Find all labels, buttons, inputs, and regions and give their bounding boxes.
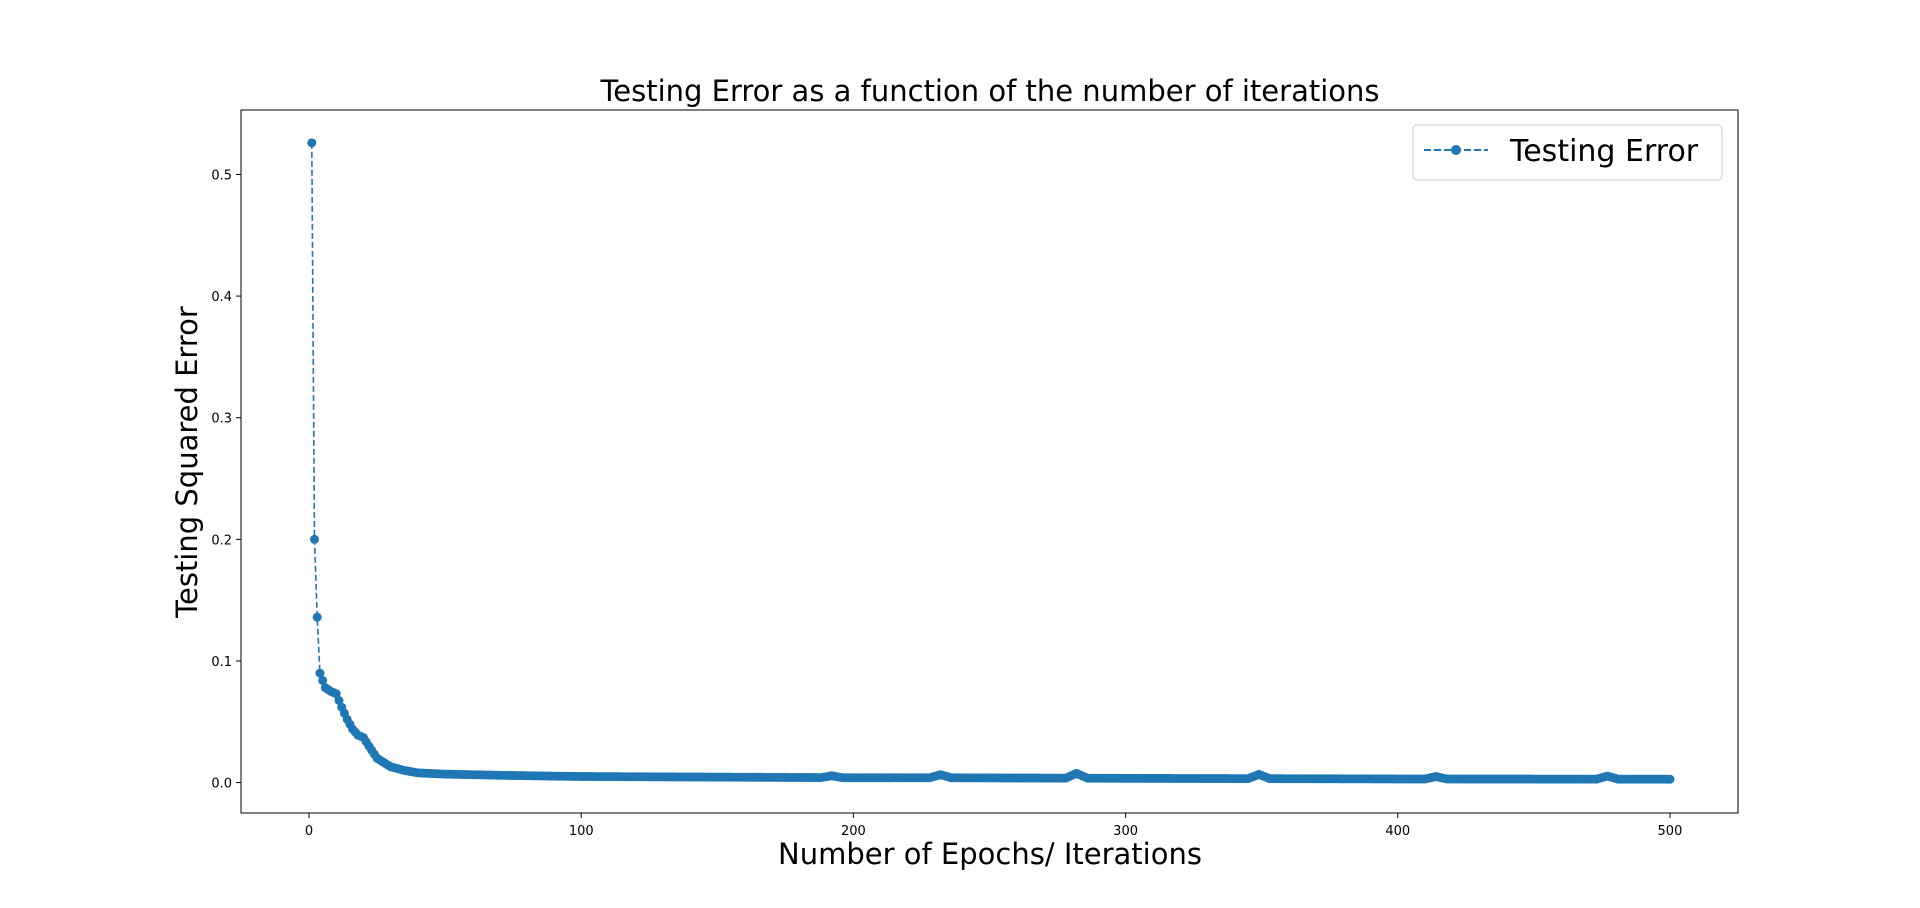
chart-title: Testing Error as a function of the numbe… (599, 74, 1379, 108)
data-point (309, 534, 319, 544)
y-tick-label: 0.4 (211, 290, 232, 305)
data-point (315, 668, 325, 678)
y-axis-ticks: 0.0 0.1 0.2 0.3 0.4 0.5 (211, 168, 241, 792)
y-axis-label: Testing Squared Error (170, 306, 204, 619)
plot-area (240, 109, 1739, 814)
series-layer (307, 138, 1675, 784)
y-tick-label: 0.5 (211, 168, 232, 183)
x-tick-label: 200 (841, 824, 866, 839)
y-tick-label: 0.3 (211, 412, 232, 427)
y-tick-label: 0.0 (211, 777, 232, 792)
data-point (318, 675, 328, 685)
y-tick-label: 0.2 (211, 533, 232, 548)
x-axis-label: Number of Epochs/ Iterations (778, 837, 1202, 871)
data-point (307, 138, 317, 148)
legend-series-marker (1451, 145, 1461, 155)
data-point (312, 612, 322, 622)
y-tick-label: 0.1 (211, 655, 232, 670)
legend-frame (1412, 124, 1723, 181)
x-tick-label: 300 (1113, 824, 1138, 839)
legend: Testing Error (1412, 124, 1723, 181)
x-tick-label: 400 (1385, 824, 1410, 839)
x-tick-label: 500 (1658, 824, 1683, 839)
legend-series-label: Testing Error (1509, 134, 1699, 169)
x-axis-ticks: 0 100 200 300 400 500 (305, 813, 1682, 839)
x-tick-label: 0 (305, 824, 313, 839)
data-point (1665, 774, 1675, 784)
x-tick-label: 100 (569, 824, 594, 839)
